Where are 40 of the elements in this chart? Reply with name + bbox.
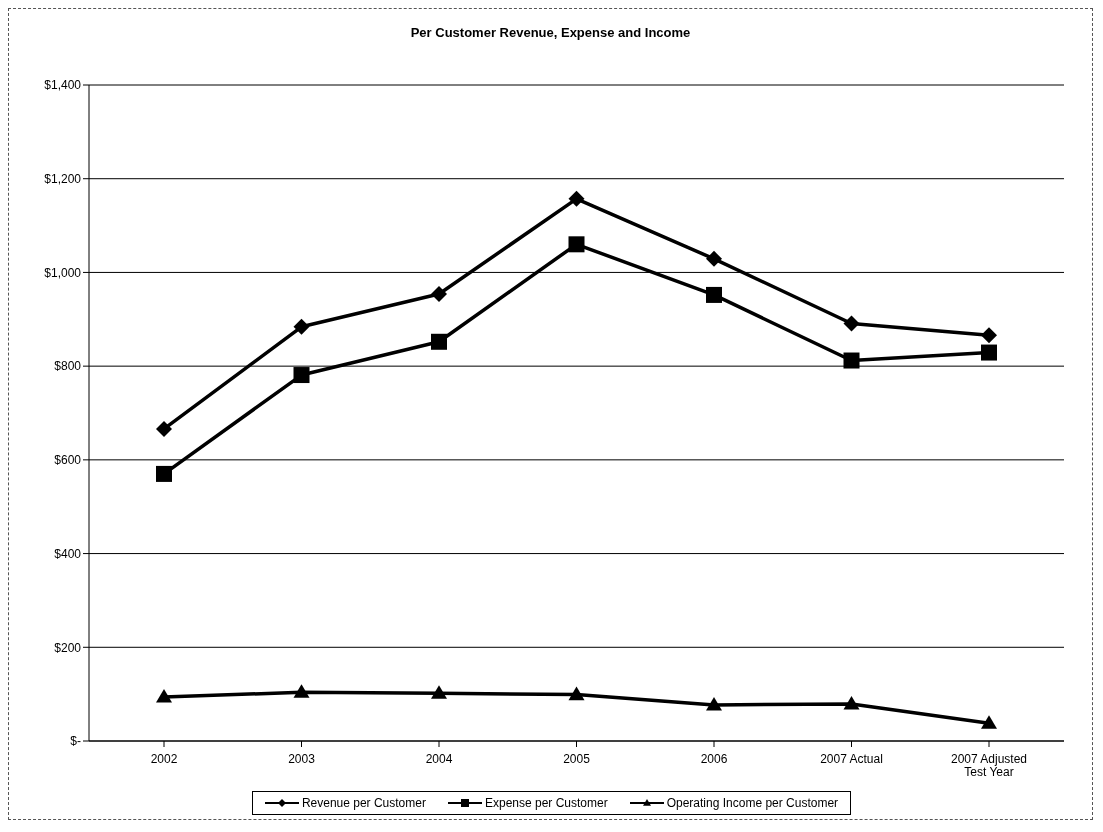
x-tick-label: 2005 <box>563 752 591 766</box>
point <box>431 333 447 350</box>
point <box>568 236 585 253</box>
point <box>981 715 997 729</box>
chart-title: Per Customer Revenue, Expense and Income <box>409 24 692 42</box>
point <box>706 286 722 303</box>
point <box>706 696 722 711</box>
y-tick-label: $200 <box>54 640 82 655</box>
x-tick-label: 2007 Actual <box>820 752 883 766</box>
x-tick-label: 2007 Adjusted Test Year <box>950 752 1028 779</box>
point <box>156 688 172 703</box>
y-tick-label: $1,400 <box>44 78 82 93</box>
y-tick-label: $1,200 <box>44 171 82 186</box>
point <box>981 344 997 361</box>
point <box>431 685 447 699</box>
point <box>843 315 860 332</box>
point <box>293 367 310 384</box>
x-tick-label: 2002 <box>150 752 178 766</box>
y-tick-label: $400 <box>54 546 82 561</box>
point <box>293 318 310 335</box>
point <box>568 686 585 701</box>
point <box>156 420 172 437</box>
point <box>843 352 860 369</box>
point <box>706 250 722 267</box>
y-tick-label: $800 <box>54 359 82 374</box>
y-tick-label: $600 <box>54 453 82 468</box>
y-tick-label: $1,000 <box>44 265 82 280</box>
point <box>981 327 997 344</box>
legend-label: Revenue per Customer <box>301 796 426 810</box>
point <box>843 695 860 710</box>
x-tick-label: 2003 <box>288 752 316 766</box>
legend-label: Expense per Customer <box>484 796 608 810</box>
point <box>293 684 310 698</box>
y-tick-label: $- <box>70 734 81 749</box>
x-tick-label: 2006 <box>700 752 728 766</box>
x-tick-label: 2004 <box>425 752 453 766</box>
legend-label: Operating Income per Customer <box>666 796 839 810</box>
point <box>156 465 172 482</box>
point <box>568 190 585 207</box>
point <box>431 285 447 302</box>
